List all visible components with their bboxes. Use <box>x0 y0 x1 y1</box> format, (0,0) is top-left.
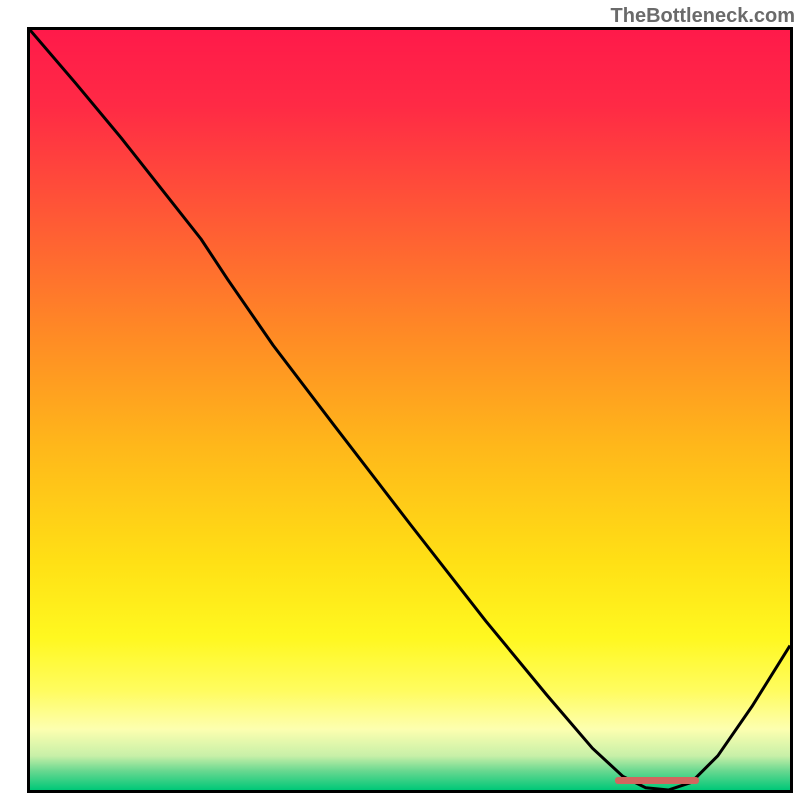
x-axis-line <box>27 790 793 793</box>
y-axis-line <box>27 27 30 793</box>
right-axis-line <box>790 27 793 793</box>
optimal-range-marker <box>615 777 699 784</box>
chart-container: TheBottleneck.com <box>0 0 800 800</box>
bottleneck-curve <box>30 30 790 790</box>
plot-area <box>30 30 790 790</box>
watermark-text: TheBottleneck.com <box>611 5 795 28</box>
